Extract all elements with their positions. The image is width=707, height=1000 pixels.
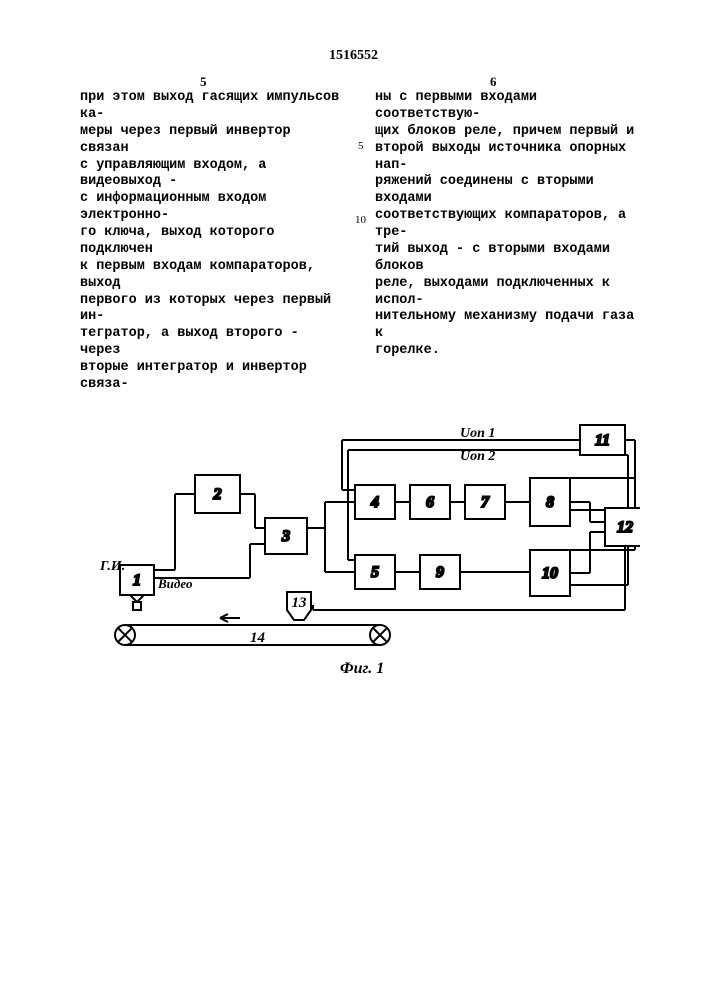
block-diagram: 123456789101112 13 Г.И. Видео Uоп 1 Uоп … xyxy=(80,410,640,670)
line-marker-5: 5 xyxy=(358,140,364,152)
line-marker-10: 10 xyxy=(355,214,366,226)
right-column: ны с первыми входами соответствую- щих б… xyxy=(375,90,640,360)
svg-text:9: 9 xyxy=(436,564,444,581)
left-col-marker: 5 xyxy=(200,74,207,90)
left-column: при этом выход гасящих импульсов ка- мер… xyxy=(80,90,345,394)
svg-text:Видео: Видео xyxy=(157,576,193,591)
svg-text:Uоп 2: Uоп 2 xyxy=(460,449,495,464)
svg-text:2: 2 xyxy=(213,486,222,503)
svg-text:11: 11 xyxy=(595,432,610,449)
svg-text:8: 8 xyxy=(546,494,554,511)
svg-text:5: 5 xyxy=(371,564,379,581)
svg-text:1: 1 xyxy=(133,572,141,589)
svg-text:10: 10 xyxy=(542,565,558,582)
svg-text:12: 12 xyxy=(617,519,633,536)
svg-text:7: 7 xyxy=(481,494,490,511)
svg-text:13: 13 xyxy=(292,595,308,611)
figure-label: Фиг. 1 xyxy=(340,660,384,678)
svg-text:4: 4 xyxy=(370,494,379,511)
svg-text:14: 14 xyxy=(250,630,266,646)
svg-text:3: 3 xyxy=(281,528,290,545)
svg-text:Г.И.: Г.И. xyxy=(99,559,125,574)
doc-number: 1516552 xyxy=(0,48,707,64)
right-col-marker: 6 xyxy=(490,74,497,90)
svg-text:Uоп 1: Uоп 1 xyxy=(460,426,495,441)
svg-text:6: 6 xyxy=(426,494,434,511)
